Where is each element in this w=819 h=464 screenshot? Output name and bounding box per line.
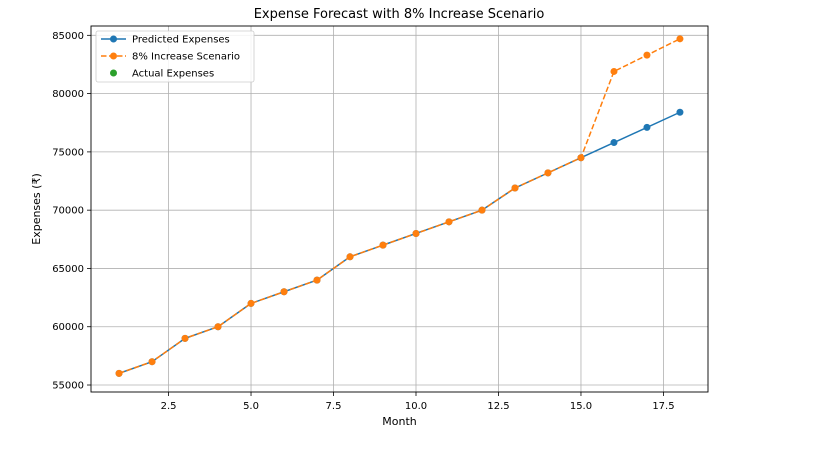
y-tick-label: 85000 bbox=[52, 31, 84, 42]
grid bbox=[91, 26, 708, 392]
data-point bbox=[346, 253, 354, 261]
y-tick-label: 60000 bbox=[52, 322, 84, 333]
data-point bbox=[676, 108, 684, 116]
series-2 bbox=[115, 35, 684, 377]
y-axis: 55000 60000 65000 70000 75000 80000 85000 bbox=[52, 31, 91, 392]
series-layer bbox=[115, 35, 684, 377]
data-point bbox=[544, 169, 552, 177]
data-point bbox=[280, 288, 288, 296]
y-tick-label: 80000 bbox=[52, 89, 84, 100]
x-tick-label: 10.0 bbox=[405, 401, 427, 412]
plot-frame bbox=[90, 25, 709, 393]
legend-item: 8% Increase Scenario bbox=[101, 52, 240, 63]
y-tick-label: 70000 bbox=[52, 206, 84, 217]
data-point bbox=[379, 241, 387, 249]
y-tick-label: 55000 bbox=[52, 381, 84, 392]
legend-label: Predicted Expenses bbox=[132, 35, 230, 46]
x-tick-label: 17.5 bbox=[652, 401, 674, 412]
y-axis-label: Expenses (₹) bbox=[30, 173, 43, 245]
data-point bbox=[214, 323, 222, 331]
legend-marker bbox=[110, 35, 117, 43]
data-point bbox=[643, 51, 651, 59]
data-point bbox=[181, 334, 189, 342]
legend-label: 8% Increase Scenario bbox=[132, 52, 240, 63]
data-point bbox=[412, 229, 420, 237]
x-tick-label: 12.5 bbox=[487, 401, 509, 412]
legend: Predicted Expenses 8% Increase Scenario Ac… bbox=[95, 30, 255, 83]
x-tick-label: 2.5 bbox=[161, 401, 177, 412]
data-point bbox=[115, 369, 123, 377]
legend-marker bbox=[110, 52, 117, 60]
x-tick-label: 5.0 bbox=[243, 401, 259, 412]
legend-marker bbox=[110, 69, 117, 77]
data-point bbox=[676, 35, 684, 43]
legend-item: Predicted Expenses bbox=[101, 35, 230, 46]
data-point bbox=[478, 206, 486, 214]
data-point bbox=[445, 218, 453, 226]
x-axis: 2.5 5.0 7.5 10.0 12.5 15.0 17.5 bbox=[161, 392, 675, 412]
x-axis-label: Month bbox=[382, 415, 417, 428]
data-point bbox=[313, 276, 321, 284]
legend-items: Predicted Expenses 8% Increase Scenario Ac… bbox=[101, 35, 240, 80]
legend-label: Actual Expenses bbox=[132, 69, 214, 80]
y-tick-label: 75000 bbox=[52, 147, 84, 158]
data-point bbox=[511, 184, 519, 192]
data-point bbox=[577, 154, 585, 162]
chart-title: Expense Forecast with 8% Increase Scenar… bbox=[254, 7, 545, 22]
x-tick-label: 15.0 bbox=[570, 401, 592, 412]
data-point bbox=[610, 139, 618, 147]
legend-box bbox=[95, 30, 255, 83]
legend-item: Actual Expenses bbox=[110, 69, 214, 80]
series-1 bbox=[115, 108, 684, 377]
series-line bbox=[118, 111, 681, 375]
data-point bbox=[148, 358, 156, 366]
y-tick-label: 65000 bbox=[52, 264, 84, 275]
series-line bbox=[118, 38, 681, 375]
data-point bbox=[247, 299, 255, 307]
data-point bbox=[610, 67, 618, 75]
x-tick-label: 7.5 bbox=[326, 401, 342, 412]
data-point bbox=[643, 123, 651, 131]
